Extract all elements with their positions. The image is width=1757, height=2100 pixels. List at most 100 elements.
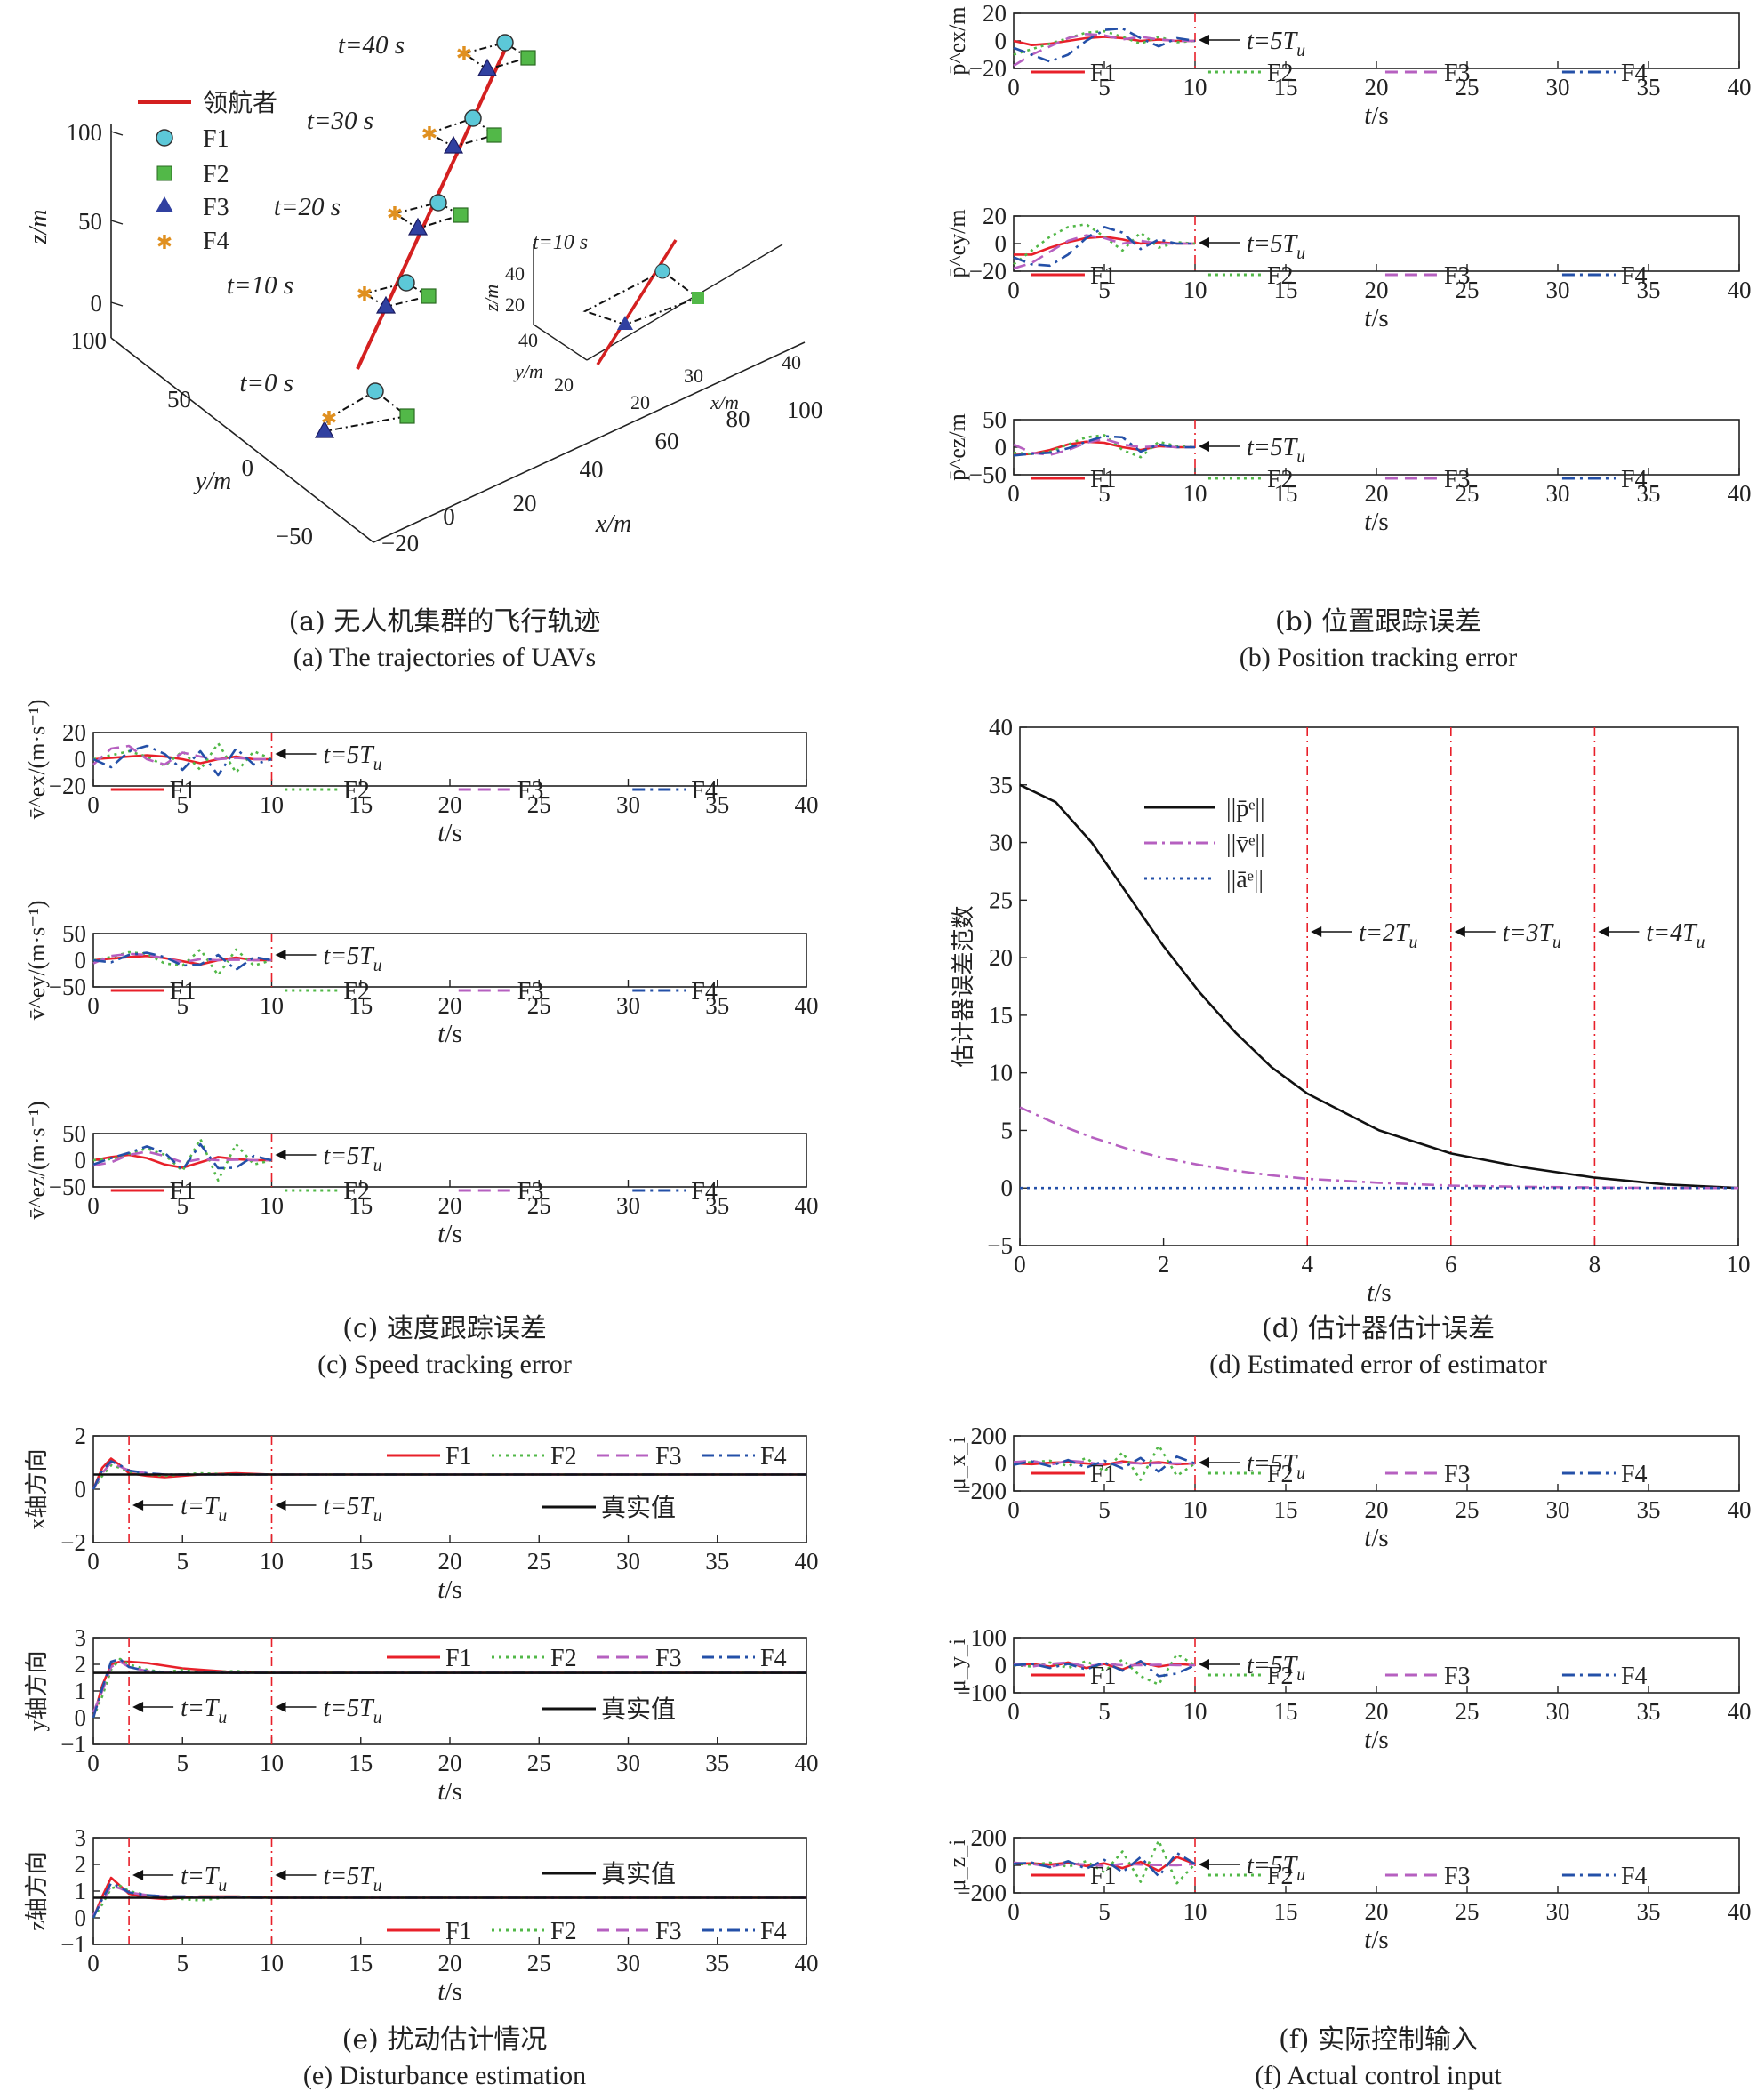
x-tick-label-f2: 20 xyxy=(1365,1698,1389,1725)
legend-label-e3: F4 xyxy=(760,1918,787,1945)
legend-label-e2: F2 xyxy=(550,1645,577,1672)
caption-e: (e) 扰动估计情况 (e) Disturbance estimation xyxy=(133,2023,756,2094)
x-tick-label-c3: 30 xyxy=(616,1192,640,1219)
x-tick-label-e1: 25 xyxy=(527,1548,551,1575)
z-tick xyxy=(110,220,124,225)
legend-label-e2: F1 xyxy=(445,1645,472,1672)
caption-e-zh: (e) 扰动估计情况 xyxy=(341,2024,548,2056)
legend-label-e3: F2 xyxy=(550,1918,577,1945)
x-tick-label-3d: 20 xyxy=(513,490,537,517)
x-tick-label-c1: 20 xyxy=(438,791,462,818)
series-line-b2-F3 xyxy=(1013,234,1195,270)
inset-F1 xyxy=(654,263,670,279)
x-tick-label-f3: 10 xyxy=(1183,1898,1207,1925)
x-axis-label-f2: t/s xyxy=(1364,1726,1388,1754)
series-line-b2-F1 xyxy=(1014,235,1195,256)
y-tick-label-e3: 3 xyxy=(75,1824,87,1851)
y-tick-label-b2: −20 xyxy=(969,258,1007,285)
x-tick-label-c2: 5 xyxy=(177,992,189,1019)
x-tick-label-e3: 0 xyxy=(87,1950,100,1976)
time-label: t=0 s xyxy=(239,369,293,397)
marker-arrowhead-e2 xyxy=(275,1702,286,1712)
inset-x-tick: 30 xyxy=(684,365,703,387)
z-tick-label: 50 xyxy=(78,208,102,235)
inset-y-tick: 20 xyxy=(554,373,574,396)
legend-label-c3: F1 xyxy=(170,1178,197,1206)
x-tick-label-b3: 25 xyxy=(1456,480,1480,507)
legend-label-f1: F3 xyxy=(1444,1461,1471,1488)
legend-label-c2: F3 xyxy=(517,978,544,1006)
x-axis-label-c1: t/s xyxy=(437,819,461,847)
inset-z-label: z/m xyxy=(480,285,502,313)
marker-label-b3: t=5Tu xyxy=(1247,434,1305,467)
marker-label-e1: t=Tu xyxy=(181,1493,227,1526)
inset-axis-y xyxy=(533,324,588,361)
x-tick-label-c3: 20 xyxy=(438,1192,462,1219)
x-tick-label-d: 8 xyxy=(1589,1251,1601,1278)
uav-F3-marker xyxy=(314,420,335,438)
x-axis-label-e1: t/s xyxy=(437,1575,461,1604)
x-axis-label-c3: t/s xyxy=(437,1220,461,1248)
uav-F2-marker xyxy=(399,408,415,424)
time-label: t=10 s xyxy=(227,271,293,300)
x-tick-label-b3: 0 xyxy=(1007,480,1020,507)
y-axis-label-3d: y/m xyxy=(193,468,231,495)
x-tick-label-e2: 35 xyxy=(705,1750,729,1776)
x-tick-label-b3: 5 xyxy=(1098,480,1111,507)
legend-label-c3: F4 xyxy=(691,1178,718,1206)
series-line-b2-F2 xyxy=(1013,223,1196,266)
marker-label-b2: t=5Tu xyxy=(1247,230,1305,263)
y-tick-label-d: 15 xyxy=(989,1002,1013,1029)
series-line-c2-F4 xyxy=(92,951,272,972)
y-tick-label-c3: 0 xyxy=(75,1147,87,1174)
marker-label-e3: t=5Tu xyxy=(324,1863,382,1896)
legend-label-e2: 真实值 xyxy=(601,1695,676,1724)
x-tick-label-e2: 15 xyxy=(349,1750,373,1776)
x-tick-label-c2: 15 xyxy=(349,992,373,1019)
uav-F4-marker: ✱ xyxy=(387,203,403,225)
marker-label-e1: t=5Tu xyxy=(324,1493,382,1526)
marker-arrowhead-b2 xyxy=(1199,237,1209,248)
marker-label-d: t=2Tu xyxy=(1359,919,1417,952)
x-tick-label-f2: 15 xyxy=(1274,1698,1298,1725)
x-tick-label-e3: 20 xyxy=(438,1950,462,1976)
legend-swatch-F2 xyxy=(156,165,172,181)
x-tick-label-3d: 100 xyxy=(787,397,823,423)
x-tick-label-3d: 0 xyxy=(443,503,455,530)
y-tick-label-f3: −200 xyxy=(957,1880,1007,1906)
legend-label-c1: F3 xyxy=(517,777,544,805)
x-tick-label-f1: 25 xyxy=(1456,1496,1480,1523)
uav-F1-marker xyxy=(464,109,482,127)
x-tick-label-e3: 5 xyxy=(177,1950,189,1976)
uav-F2-marker xyxy=(453,207,469,223)
x-tick-label-f2: 40 xyxy=(1728,1698,1752,1725)
marker-arrowhead-c2 xyxy=(275,950,286,960)
x-tick-label-b1: 30 xyxy=(1546,74,1570,100)
y-axis-label-e1: x轴方向 xyxy=(24,1448,50,1529)
marker-arrowhead-e1 xyxy=(275,1500,286,1511)
series-line-c3-F3 xyxy=(92,1150,272,1167)
legend-label-d: ||p̄ᵉ|| xyxy=(1226,795,1265,822)
x-tick-label-f3: 30 xyxy=(1546,1898,1570,1925)
series-line-c1-F3 xyxy=(92,744,272,766)
inset-x-tick: 20 xyxy=(630,391,650,413)
y-tick-label-e1: 2 xyxy=(75,1423,87,1449)
legend-label-f3: F1 xyxy=(1090,1863,1117,1890)
z-tick xyxy=(110,301,124,307)
marker-arrowhead-f2 xyxy=(1199,1659,1209,1670)
marker-arrowhead-e3 xyxy=(275,1870,286,1880)
x-tick-label-c3: 5 xyxy=(177,1192,189,1219)
x-tick-label-f2: 25 xyxy=(1456,1698,1480,1725)
y-tick-label-f2: 100 xyxy=(971,1624,1007,1651)
x-tick-label-b1: 10 xyxy=(1183,74,1207,100)
y-tick-label-b1: 20 xyxy=(983,0,1007,27)
legend-label-c3: F2 xyxy=(343,1178,370,1206)
x-tick-label-f3: 0 xyxy=(1007,1898,1020,1925)
marker-label-e2: t=5Tu xyxy=(324,1695,382,1727)
caption-f: (f) 实际控制输入 (f) Actual control input xyxy=(1067,2023,1689,2094)
x-tick-label-e3: 25 xyxy=(527,1950,551,1976)
y-axis-label-c2: v̄^ey/(m·s⁻¹) xyxy=(24,901,50,1021)
